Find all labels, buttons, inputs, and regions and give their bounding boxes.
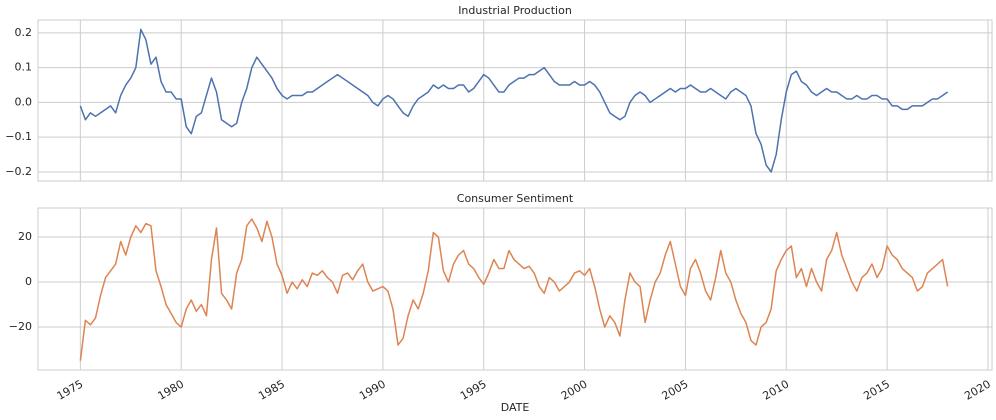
x-tick-label: 2010 — [761, 377, 792, 402]
x-tick-label: 1995 — [458, 377, 489, 402]
y-tick-label: 0.0 — [15, 95, 33, 108]
y-tick-label: 0 — [25, 275, 32, 288]
y-tick-label: 20 — [18, 230, 32, 243]
y-tick-label: −20 — [9, 320, 32, 333]
x-axis-label: DATE — [501, 401, 530, 414]
panel-title: Consumer Sentiment — [457, 192, 574, 205]
x-tick-label: 2015 — [861, 377, 892, 402]
y-tick-label: −0.1 — [5, 130, 32, 143]
y-tick-label: −0.2 — [5, 165, 32, 178]
x-tick-label: 2020 — [962, 377, 993, 402]
panel-title: Industrial Production — [458, 4, 572, 17]
line — [79, 28, 949, 173]
x-tick-label: 1990 — [357, 377, 388, 402]
x-tick-label: 1985 — [256, 377, 287, 402]
x-tick-label: 1975 — [55, 377, 86, 402]
axes-frame — [37, 19, 993, 182]
y-tick-label: 0.2 — [15, 26, 33, 39]
y-tick-label: 0.1 — [15, 61, 33, 74]
x-tick-label: 2005 — [660, 377, 691, 402]
line — [79, 218, 949, 361]
x-tick-label: 2000 — [559, 377, 590, 402]
axes-frame — [37, 207, 993, 371]
x-tick-label: 1980 — [155, 377, 186, 402]
